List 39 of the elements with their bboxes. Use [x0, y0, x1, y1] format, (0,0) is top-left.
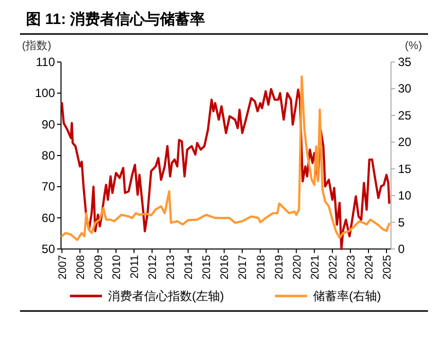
x-tick-label: 2015 — [201, 255, 214, 280]
x-tick-label: 2008 — [74, 255, 87, 280]
y-tick-label: 60 — [42, 210, 56, 225]
x-tick-label: 2021 — [309, 255, 322, 280]
y2-tick-label: 25 — [398, 108, 412, 122]
y-tick-label: 80 — [42, 148, 56, 162]
x-tick-label: 2025 — [381, 255, 394, 280]
x-tick-label: 2012 — [147, 255, 160, 280]
x-tick-label: 2011 — [129, 255, 142, 279]
y2-tick-label: 30 — [398, 82, 412, 96]
x-tick-label: 2016 — [219, 255, 232, 280]
y-tick-label: 70 — [42, 180, 56, 194]
y-tick-label: 50 — [42, 242, 56, 256]
y2-tick-label: 15 — [398, 162, 412, 176]
y2-tick-label: 5 — [398, 215, 405, 230]
legend-label: 消费者信心指数(左轴) — [108, 289, 224, 303]
x-tick-label: 2023 — [345, 255, 358, 280]
y2-tick-label: 0 — [398, 242, 405, 256]
y2-axis-title: (%) — [404, 40, 422, 52]
x-tick-label: 2019 — [273, 255, 286, 280]
chart-title: 图 11: 消费者信心与储蓄率 — [26, 10, 206, 28]
x-tick-label: 2010 — [111, 255, 123, 280]
x-tick-label: 2022 — [327, 255, 340, 280]
x-tick-label: 2007 — [56, 255, 69, 280]
y2-tick-label: 35 — [398, 55, 412, 69]
x-tick-label: 2024 — [363, 255, 376, 280]
y2-tick-label: 10 — [398, 188, 412, 203]
legend-label: 储蓄率(右轴) — [313, 289, 381, 303]
x-tick-label: 2020 — [291, 255, 304, 280]
y2-tick-label: 20 — [398, 135, 412, 150]
x-tick-label: 2017 — [237, 255, 250, 280]
x-tick-label: 2009 — [92, 255, 105, 280]
y-tick-label: 90 — [42, 117, 56, 132]
x-tick-label: 2018 — [255, 255, 268, 280]
y-axis-title: (指数) — [22, 40, 52, 52]
y-tick-label: 100 — [34, 86, 56, 100]
y-tick-label: 110 — [36, 55, 56, 69]
x-tick-label: 2013 — [165, 255, 178, 280]
x-tick-label: 2014 — [183, 255, 196, 280]
